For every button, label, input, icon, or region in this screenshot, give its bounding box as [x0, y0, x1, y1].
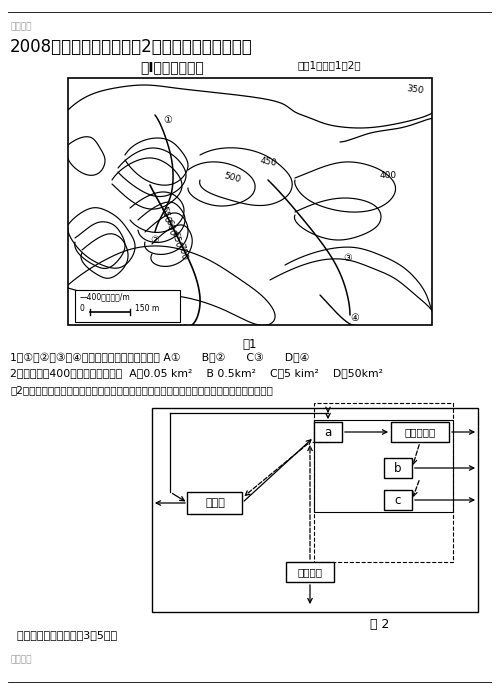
Bar — [188, 492, 243, 514]
Text: 600: 600 — [163, 218, 177, 238]
Text: —400～等高线/m: —400～等高线/m — [80, 292, 131, 301]
Text: 图1: 图1 — [243, 338, 257, 351]
Text: ①: ① — [164, 115, 172, 125]
Text: 350: 350 — [406, 84, 424, 95]
Text: ②: ② — [151, 235, 159, 245]
Text: 海水淡化站: 海水淡化站 — [404, 427, 436, 437]
Text: 精品文档: 精品文档 — [10, 22, 31, 31]
Bar — [314, 420, 453, 512]
Text: 图 2: 图 2 — [370, 618, 390, 631]
Text: 图2示意某雏形生态工业目区的产业链。箭头表示物、能量流动过程，其中虚线箭头表示副产品: 图2示意某雏形生态工业目区的产业链。箭头表示物、能量流动过程，其中虚线箭头表示副… — [10, 385, 273, 395]
Text: 第Ⅰ卷（选择题）: 第Ⅰ卷（选择题） — [140, 60, 204, 74]
Text: 2008年高考文综（全国卷2）地理部分及参考答案: 2008年高考文综（全国卷2）地理部分及参考答案 — [10, 38, 253, 56]
Text: ③: ③ — [344, 253, 352, 263]
Bar — [75, 290, 180, 322]
Bar — [152, 408, 478, 612]
Bar — [286, 562, 334, 582]
Text: 400: 400 — [379, 171, 397, 180]
Text: 450: 450 — [259, 156, 277, 168]
Text: 700: 700 — [176, 243, 189, 261]
Bar — [391, 422, 449, 442]
Bar — [68, 78, 432, 325]
Text: 500: 500 — [223, 171, 242, 184]
Bar — [384, 490, 412, 510]
Text: 理材厂: 理材厂 — [205, 498, 225, 508]
Text: 1．①、②、③、④四地段中平均坡度最大的为 A①      B．②      C③      D．④: 1．①、②、③、④四地段中平均坡度最大的为 A① B．② C③ D．④ — [10, 353, 309, 363]
Text: b: b — [394, 462, 402, 475]
Text: 或废弃物的流动，完成3～5题。: 或废弃物的流动，完成3～5题。 — [10, 630, 117, 640]
Text: 2．海拔低于400米的区域面积约为  A．0.05 km²    B 0.5km²    C．5 kim²    D．50km²: 2．海拔低于400米的区域面积约为 A．0.05 km² B 0.5km² C．… — [10, 368, 383, 378]
Text: 550: 550 — [158, 205, 172, 225]
Bar — [314, 403, 453, 562]
Text: 精品文档: 精品文档 — [10, 655, 31, 664]
Text: 650: 650 — [170, 231, 183, 249]
Text: a: a — [324, 426, 332, 439]
Text: c: c — [395, 493, 401, 507]
Text: 0: 0 — [80, 304, 85, 313]
Bar — [314, 422, 342, 442]
Text: 读图1，完成1～2题: 读图1，完成1～2题 — [298, 60, 362, 70]
Text: 150 m: 150 m — [135, 304, 159, 313]
Text: 太阳辐射: 太阳辐射 — [297, 567, 322, 577]
Text: ④: ④ — [351, 313, 359, 323]
Bar — [384, 458, 412, 478]
